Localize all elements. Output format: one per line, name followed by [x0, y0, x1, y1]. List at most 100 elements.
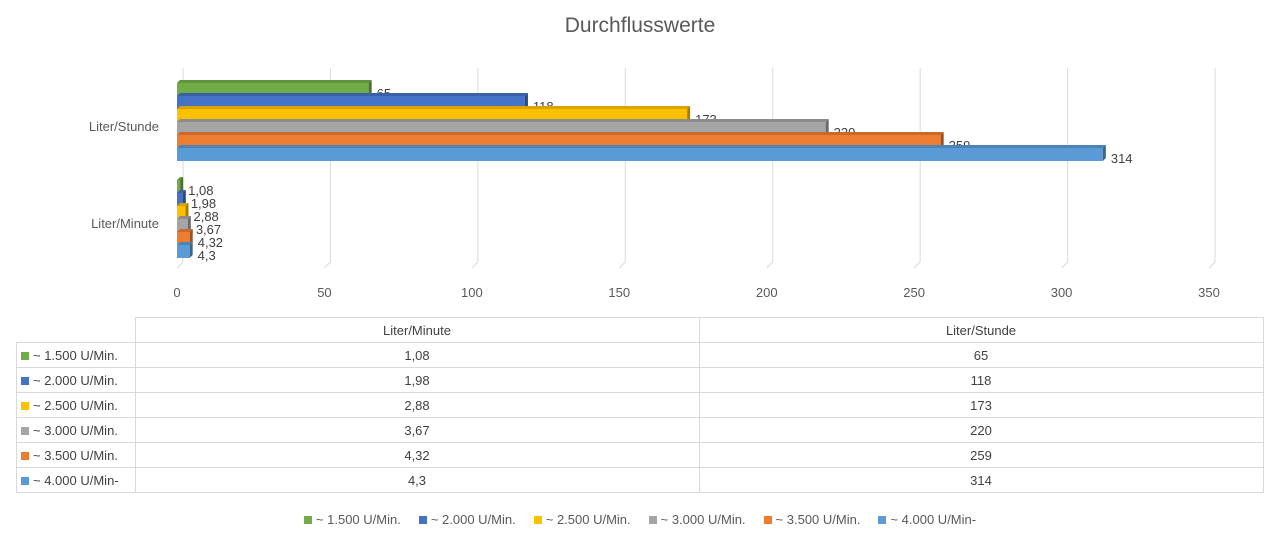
- legend-swatch: [763, 516, 772, 524]
- gridline-foot: [176, 261, 184, 269]
- bar: [177, 122, 826, 135]
- data-table-cell: 1,98: [134, 367, 700, 393]
- x-tick-label: 100: [461, 285, 483, 300]
- bar-top: [177, 119, 829, 122]
- data-table-cell: 220: [698, 417, 1264, 443]
- bar-top: [177, 242, 193, 245]
- data-table-cell: 259: [698, 442, 1264, 468]
- gridline-foot: [766, 261, 774, 269]
- bar-top: [177, 229, 193, 232]
- bar-side: [940, 132, 944, 148]
- legend-item: ~ 3.500 U/Min.: [763, 512, 861, 527]
- data-label: 314: [1111, 151, 1133, 166]
- x-tick-label: 150: [608, 285, 630, 300]
- bar: [177, 232, 190, 245]
- data-table-series-name: ~ 1.500 U/Min.: [16, 342, 136, 368]
- bar-top: [177, 216, 191, 219]
- bar-top: [177, 93, 528, 96]
- data-label: 1,08: [188, 183, 213, 198]
- data-label: 4,3: [198, 248, 216, 263]
- bar: [177, 219, 188, 232]
- bar-side: [189, 229, 193, 245]
- data-table-series-name: ~ 2.000 U/Min.: [16, 367, 136, 393]
- x-tick-label: 300: [1051, 285, 1073, 300]
- x-tick-label: 250: [903, 285, 925, 300]
- data-table-row: ~ 2.000 U/Min. 1,98 118: [16, 367, 1264, 393]
- chart-title: Durchflusswerte: [564, 14, 716, 37]
- data-table-cell: 314: [698, 467, 1264, 493]
- legend-key-swatch: [21, 476, 29, 485]
- bar-side: [189, 242, 193, 258]
- series-name: ~ 2.000 U/Min.: [33, 372, 118, 388]
- data-table-row: ~ 3.000 U/Min. 3,67 220: [16, 417, 1264, 443]
- bar-top: [177, 177, 184, 180]
- legend-swatch: [878, 516, 887, 524]
- legend-key-swatch: [21, 401, 29, 410]
- data-table-row: ~ 1.500 U/Min. 1,08 65: [16, 342, 1264, 368]
- gridline-foot: [324, 261, 331, 269]
- bar-top: [177, 190, 186, 193]
- data-label: 4,32: [198, 235, 223, 250]
- series-name: ~ 1.500 U/Min.: [33, 347, 118, 363]
- legend-label: ~ 3.000 U/Min.: [660, 512, 746, 527]
- gridline-foot: [471, 261, 479, 269]
- legend-item: ~ 2.000 U/Min.: [418, 512, 516, 527]
- data-label: 3,67: [196, 222, 221, 237]
- gridline-foot: [1061, 261, 1068, 269]
- bar-side: [1102, 145, 1106, 161]
- data-label: 1,98: [191, 196, 216, 211]
- series-name: ~ 2.500 U/Min.: [33, 397, 118, 413]
- bar-side: [687, 106, 691, 122]
- data-table-header-row: Liter/Minute Liter/Stunde: [16, 317, 1264, 343]
- data-table-cell: 173: [698, 392, 1264, 418]
- data-table-cell: 65: [698, 342, 1264, 368]
- bar-side: [187, 216, 191, 232]
- legend: ~ 1.500 U/Min. ~ 2.000 U/Min. ~ 2.500 U/Mi…: [0, 512, 1280, 527]
- legend-key-swatch: [21, 451, 29, 460]
- x-tick-label: 0: [173, 285, 180, 300]
- bar: [177, 109, 688, 122]
- gridline-foot: [618, 261, 626, 269]
- legend-swatch: [303, 516, 312, 524]
- data-table-series-name: ~ 3.500 U/Min.: [16, 442, 136, 468]
- data-table-corner: [16, 317, 136, 343]
- bar-top: [177, 145, 1106, 148]
- legend-label: ~ 3.500 U/Min.: [775, 512, 861, 527]
- bar: [177, 135, 941, 148]
- bar: [177, 148, 1103, 161]
- legend-key-swatch: [21, 426, 29, 435]
- data-table-cell: 3,67: [134, 417, 700, 443]
- data-table-header-liter-minute: Liter/Minute: [134, 317, 700, 343]
- x-tick-label: 200: [756, 285, 778, 300]
- data-table-cell: 4,3: [134, 467, 700, 493]
- legend-swatch: [418, 516, 427, 524]
- gridline-foot: [1208, 261, 1216, 269]
- legend-key-swatch: [21, 351, 29, 360]
- series-name: ~ 3.000 U/Min.: [33, 422, 118, 438]
- data-table-cell: 4,32: [134, 442, 700, 468]
- bar-top: [177, 203, 189, 206]
- bar-side: [368, 80, 372, 96]
- data-label: 2,88: [193, 209, 218, 224]
- data-table-cell: 118: [698, 367, 1264, 393]
- data-table-row: ~ 2.500 U/Min. 2,88 173: [16, 392, 1264, 418]
- legend-item: ~ 4.000 U/Min-: [878, 512, 976, 527]
- legend-swatch: [648, 516, 657, 524]
- data-table-header-liter-stunde: Liter/Stunde: [698, 317, 1264, 343]
- series-name: ~ 4.000 U/Min-: [33, 472, 119, 488]
- legend-label: ~ 2.500 U/Min.: [545, 512, 631, 527]
- bar-top: [177, 106, 691, 109]
- bar: [177, 193, 183, 206]
- category-label-liter-stunde: Liter/Stunde: [89, 119, 159, 134]
- data-table-cell: 1,08: [134, 342, 700, 368]
- x-tick-label: 50: [317, 285, 331, 300]
- legend-item: ~ 3.000 U/Min.: [648, 512, 746, 527]
- data-table: Liter/Minute Liter/Stunde ~ 1.500 U/Min.…: [16, 317, 1264, 493]
- legend-key-swatch: [21, 376, 29, 385]
- bar-side: [524, 93, 528, 109]
- data-table-series-name: ~ 3.000 U/Min.: [16, 417, 136, 443]
- series-name: ~ 3.500 U/Min.: [33, 447, 118, 463]
- legend-label: ~ 4.000 U/Min-: [890, 512, 977, 527]
- data-table-row: ~ 3.500 U/Min. 4,32 259: [16, 442, 1264, 468]
- bar: [177, 180, 181, 193]
